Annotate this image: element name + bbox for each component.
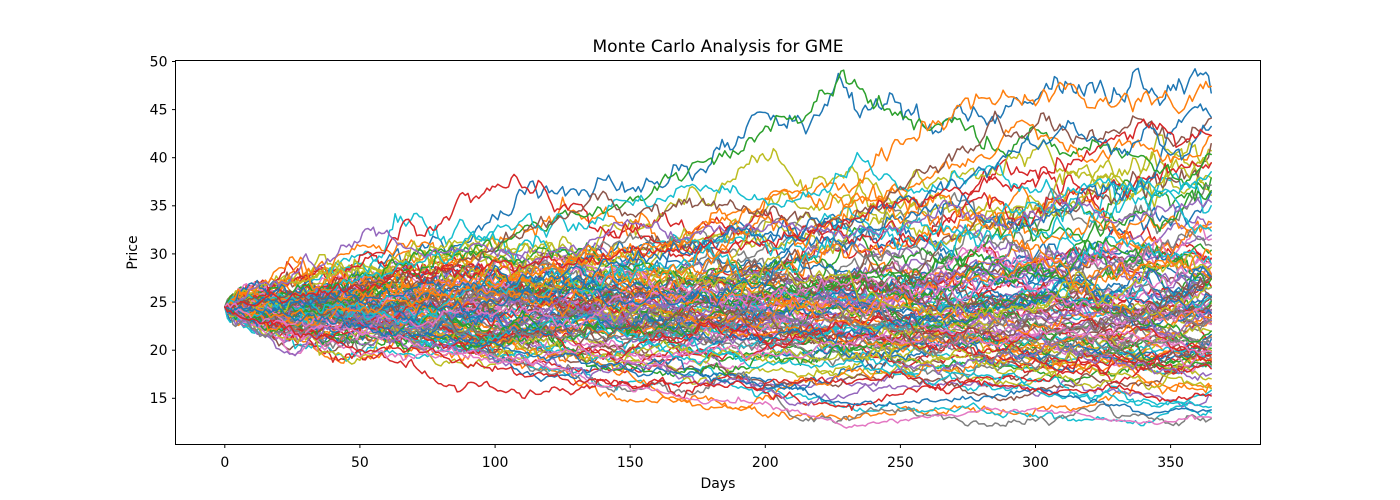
simulation-path — [224, 240, 1212, 320]
simulation-path — [224, 183, 1212, 308]
y-tick-label: 45 — [150, 103, 168, 119]
notable-path-red-low — [224, 306, 1212, 403]
simulation-path — [224, 184, 1212, 308]
notable-path-orange-top — [224, 80, 1212, 326]
notable-paths-layer — [224, 69, 1212, 429]
simulation-path — [224, 306, 1212, 347]
notable-path-cyan-high — [224, 151, 1212, 308]
simulation-path — [224, 293, 1212, 421]
notable-path-green-peak — [224, 69, 1212, 309]
y-tick-label: 35 — [150, 199, 168, 215]
simulation-path — [224, 263, 1212, 332]
y-tick-label: 25 — [150, 295, 168, 311]
chart-title: Monte Carlo Analysis for GME — [593, 37, 844, 57]
x-tick-label: 150 — [617, 455, 644, 471]
simulation-path — [224, 285, 1212, 407]
simulation-path — [224, 293, 1212, 406]
simulation-path — [224, 185, 1212, 346]
simulation-path — [224, 67, 1212, 314]
axis-ticks-layer: 0 50 100 150 200 250 300 350 15 20 25 30 35 40 45 50 — [150, 54, 1184, 471]
x-tick-label: 50 — [351, 455, 369, 471]
simulation-path — [224, 281, 1212, 371]
simulation-path — [224, 259, 1212, 381]
x-tick-label: 250 — [887, 455, 914, 471]
simulation-path — [224, 185, 1212, 326]
simulation-path — [224, 286, 1212, 378]
notable-path-purple-early — [224, 193, 1212, 309]
y-tick-label: 20 — [150, 343, 168, 359]
simulation-path — [224, 264, 1212, 346]
y-tick-label: 30 — [150, 247, 168, 263]
x-axis-label: Days — [701, 476, 736, 492]
simulation-path — [224, 212, 1212, 313]
simulation-path — [224, 256, 1212, 329]
notable-path-blue-high — [224, 119, 1212, 311]
notable-path-orange-high2 — [224, 119, 1212, 309]
notable-path-red-high — [224, 118, 1212, 309]
simulation-path — [224, 306, 1212, 367]
y-tick-label: 15 — [150, 391, 168, 407]
simulation-path — [224, 247, 1212, 330]
y-tick-label: 40 — [150, 151, 168, 167]
notable-path-pink-low — [224, 302, 1212, 429]
simulation-paths-layer — [224, 67, 1212, 427]
notable-path-blue-low — [224, 305, 1212, 416]
x-tick-label: 0 — [220, 455, 229, 471]
y-tick-label: 50 — [150, 54, 168, 70]
y-axis-label: Price — [125, 235, 141, 269]
plot-border — [175, 60, 1261, 445]
x-tick-label: 200 — [752, 455, 779, 471]
x-tick-label: 350 — [1157, 455, 1184, 471]
simulation-path — [224, 103, 1212, 323]
x-tick-label: 300 — [1022, 455, 1049, 471]
simulation-path — [224, 306, 1212, 427]
x-tick-label: 100 — [482, 455, 509, 471]
